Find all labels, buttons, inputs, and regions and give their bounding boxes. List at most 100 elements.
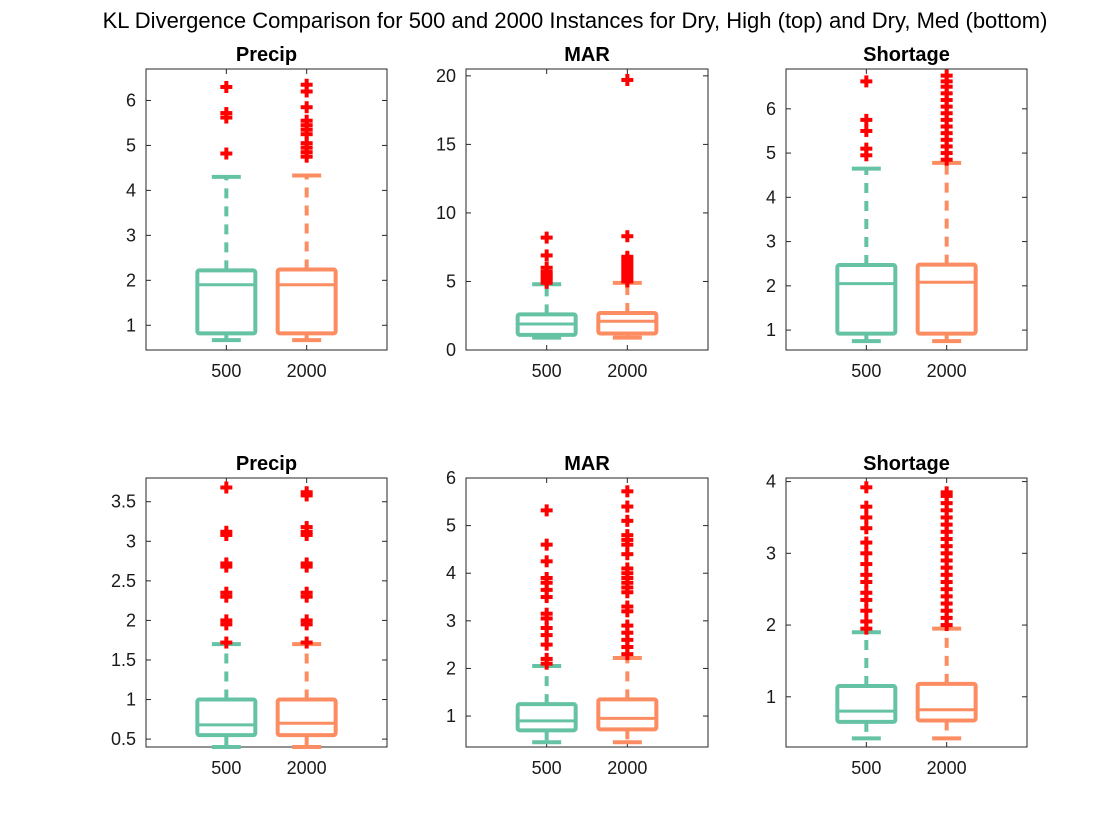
outlier-marker — [220, 557, 233, 570]
box-500 — [835, 481, 898, 741]
y-tick-label: 3 — [766, 232, 776, 252]
outlier-marker — [621, 230, 634, 243]
outlier-marker — [621, 619, 634, 632]
axes-frame — [145, 477, 388, 748]
outlier-marker — [220, 481, 233, 494]
outlier-marker — [220, 107, 233, 120]
subplot-1: Precip 1 2 3 4 5 6 500 2000 — [126, 44, 388, 381]
y-tick-label: 4 — [446, 563, 456, 583]
outlier-marker — [220, 525, 233, 538]
y-tick-label: 1 — [446, 706, 456, 726]
outlier-marker — [540, 504, 553, 517]
y-tick-label: 1 — [766, 320, 776, 340]
outlier-marker — [860, 536, 873, 549]
outlier-marker — [300, 586, 313, 599]
box-500 — [515, 504, 578, 745]
box-2000 — [596, 485, 659, 745]
box-iqr — [195, 268, 258, 336]
box-2000 — [275, 486, 338, 749]
y-tick-label: 3.5 — [111, 492, 136, 512]
outlier-marker — [540, 555, 553, 568]
subplot-3: Shortage 1 2 3 4 5 6 500 2000 — [766, 44, 1028, 381]
y-tick-label: 2.5 — [111, 571, 136, 591]
y-tick-label: 3 — [126, 225, 136, 245]
y-tick-label: 2 — [766, 276, 776, 296]
box-2000 — [915, 69, 978, 344]
x-tick-label: 2000 — [927, 361, 967, 381]
x-tick-label: 2000 — [287, 758, 327, 778]
x-tick-label: 500 — [532, 758, 562, 778]
box-iqr — [275, 267, 338, 336]
outlier-marker — [300, 521, 313, 534]
outlier-marker — [940, 69, 953, 82]
outlier-marker — [860, 547, 873, 560]
x-tick-label: 2000 — [927, 758, 967, 778]
x-tick-label: 2000 — [607, 758, 647, 778]
y-tick-label: 6 — [126, 90, 136, 110]
axes-frame — [785, 477, 1028, 748]
subplot-title: MAR — [564, 453, 610, 475]
outlier-marker — [300, 78, 313, 91]
outlier-marker — [621, 600, 634, 613]
y-tick-label: 3 — [446, 611, 456, 631]
subplot-title: Shortage — [863, 44, 950, 66]
box-2000 — [915, 486, 978, 741]
x-tick-label: 500 — [851, 758, 881, 778]
y-tick-label: 4 — [766, 187, 776, 207]
box-2000 — [275, 78, 338, 343]
outlier-marker — [540, 249, 553, 262]
outlier-marker — [860, 615, 873, 628]
figure-title: KL Divergence Comparison for 500 and 200… — [103, 8, 1048, 33]
outlier-marker — [300, 486, 313, 499]
x-tick-label: 500 — [211, 361, 241, 381]
box-500 — [835, 75, 898, 344]
y-tick-label: 6 — [446, 468, 456, 488]
box-iqr — [275, 697, 338, 738]
y-tick-label: 1 — [126, 690, 136, 710]
y-tick-label: 15 — [436, 134, 456, 154]
y-tick-label: 3 — [126, 531, 136, 551]
y-tick-label: 2 — [126, 270, 136, 290]
outlier-marker — [860, 604, 873, 617]
outlier-marker — [220, 586, 233, 599]
outlier-marker — [860, 124, 873, 137]
outlier-marker — [220, 636, 233, 649]
y-tick-label: 10 — [436, 203, 456, 223]
outlier-marker — [540, 571, 553, 584]
y-tick-label: 2 — [126, 610, 136, 630]
outlier-marker — [860, 522, 873, 535]
x-tick-label: 500 — [211, 758, 241, 778]
outlier-marker — [860, 481, 873, 494]
box-iqr — [596, 697, 659, 732]
outlier-marker — [621, 500, 634, 513]
outlier-marker — [860, 568, 873, 581]
outlier-marker — [540, 231, 553, 244]
y-tick-label: 6 — [766, 99, 776, 119]
y-tick-label: 4 — [766, 472, 776, 492]
outlier-marker — [940, 486, 953, 499]
axes-frame — [465, 68, 709, 351]
outlier-marker — [860, 586, 873, 599]
outlier-marker — [860, 75, 873, 88]
box-iqr — [835, 684, 898, 724]
outlier-marker — [300, 114, 313, 127]
outlier-marker — [300, 614, 313, 627]
box-2000 — [596, 73, 659, 340]
subplot-6: Shortage 1 2 3 4 500 2000 — [766, 453, 1028, 778]
box-iqr — [195, 697, 258, 738]
y-tick-label: 1 — [766, 687, 776, 707]
y-tick-label: 1 — [126, 315, 136, 335]
y-tick-label: 1.5 — [111, 650, 136, 670]
subplot-title: Shortage — [863, 453, 950, 475]
y-tick-label: 2 — [766, 615, 776, 635]
outlier-marker — [860, 142, 873, 155]
box-iqr — [596, 310, 659, 336]
outlier-marker — [860, 113, 873, 126]
y-tick-label: 4 — [126, 180, 136, 200]
y-tick-label: 0 — [446, 340, 456, 360]
outlier-marker — [220, 614, 233, 627]
outlier-marker — [621, 562, 634, 575]
y-tick-label: 5 — [446, 516, 456, 536]
subplot-4: Precip 0.5 1 1.5 2 2.5 3 3.5 500 2000 — [111, 453, 388, 778]
